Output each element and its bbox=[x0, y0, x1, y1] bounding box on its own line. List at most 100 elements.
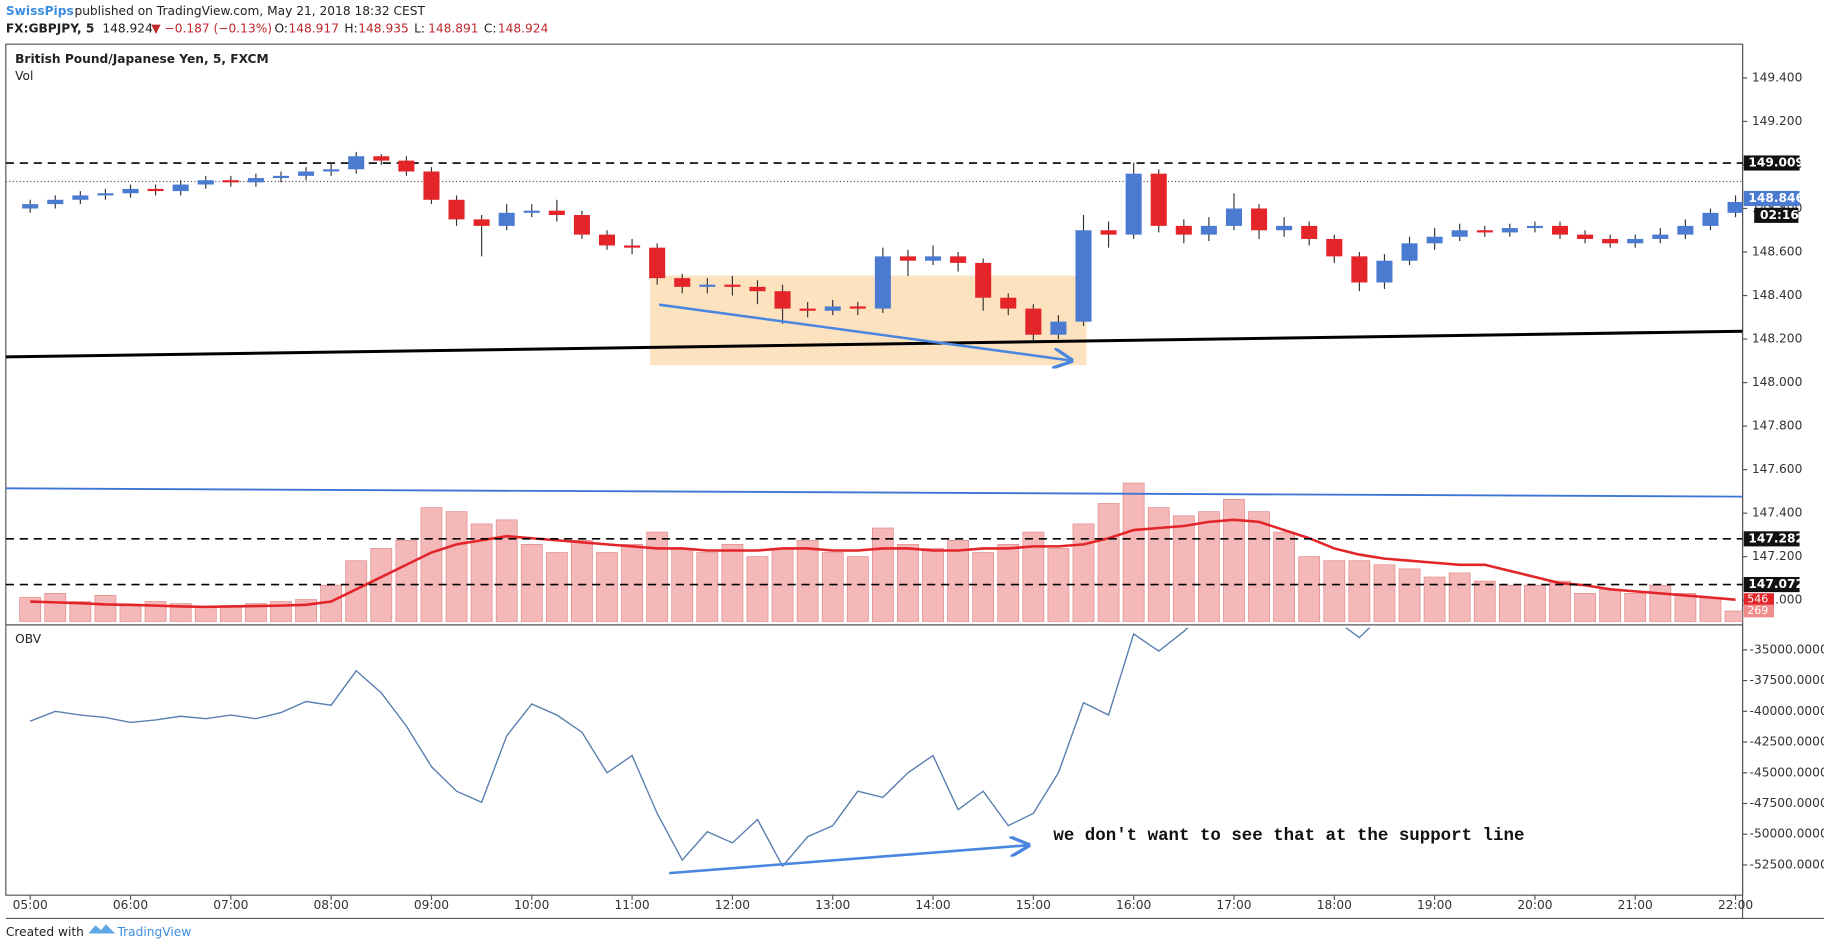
footer-brand[interactable]: TradingView bbox=[116, 925, 191, 939]
candle-body bbox=[1451, 230, 1468, 237]
volume-bar bbox=[1022, 531, 1045, 622]
obv-pane: we don't want to see that at the support… bbox=[29, 627, 1524, 875]
candle-body bbox=[1276, 225, 1293, 231]
candle-body bbox=[674, 278, 691, 287]
candle-body bbox=[824, 306, 841, 311]
volume-bar bbox=[495, 519, 518, 622]
candle-body bbox=[1326, 238, 1343, 257]
trendline bbox=[5, 487, 1743, 498]
candle-body bbox=[950, 256, 967, 263]
volume-bar bbox=[571, 539, 593, 622]
candle-body bbox=[348, 156, 365, 170]
candle-body bbox=[799, 308, 816, 311]
volume-bar bbox=[1649, 584, 1672, 622]
volume-bar bbox=[1549, 580, 1571, 622]
candle-body bbox=[373, 156, 390, 161]
volume-title: Vol bbox=[15, 69, 33, 83]
published: published on TradingView.com, May 21, 20… bbox=[74, 4, 425, 18]
y-tick-label: 149.400 bbox=[1752, 70, 1802, 84]
obv-title: OBV bbox=[15, 632, 42, 646]
candle-body bbox=[1602, 238, 1619, 244]
countdown: 02:16 bbox=[1760, 208, 1799, 222]
volume-bar bbox=[1122, 482, 1145, 622]
price-tag-label: 148.846 bbox=[1748, 191, 1804, 205]
volume-tag-label: 269 bbox=[1747, 604, 1768, 617]
candle-body bbox=[598, 234, 616, 246]
y-tick-label: 147.600 bbox=[1752, 462, 1802, 476]
pane-title: British Pound/Japanese Yen, 5, FXCM bbox=[15, 52, 269, 66]
volume-bar bbox=[947, 539, 969, 622]
y-tick-label: 148.200 bbox=[1752, 332, 1802, 346]
volume-bar bbox=[1624, 593, 1647, 622]
quote-value: 148.891 bbox=[428, 22, 478, 36]
volume-bar bbox=[445, 511, 468, 622]
y-tick-label: 148.600 bbox=[1752, 245, 1802, 259]
price-tag bbox=[1743, 190, 1800, 207]
volume-bar bbox=[520, 544, 543, 622]
candle-body bbox=[323, 169, 340, 172]
candle-body bbox=[1200, 225, 1217, 235]
y-tick-label: -42500.0000 bbox=[1750, 735, 1824, 749]
candle-body bbox=[1125, 173, 1142, 235]
volume-bar bbox=[721, 544, 744, 622]
candle-body bbox=[1075, 230, 1092, 322]
candle-body bbox=[247, 178, 264, 183]
candle-body bbox=[22, 204, 39, 209]
candle-body bbox=[699, 284, 716, 287]
candle-body bbox=[147, 188, 164, 192]
candle-body bbox=[1376, 260, 1393, 283]
volume-bar bbox=[219, 605, 242, 622]
volume-bar bbox=[1248, 511, 1270, 622]
volume-bar bbox=[1473, 580, 1496, 622]
candle-body bbox=[899, 256, 916, 261]
quote: O: 148.917 H: 148.935 L: 148.891 C: 148.924 bbox=[275, 22, 549, 36]
trendline bbox=[5, 329, 1743, 359]
x-tick-label: 22:00 bbox=[1718, 898, 1753, 912]
x-tick-label: 13:00 bbox=[815, 898, 850, 912]
candle-body bbox=[473, 219, 490, 226]
volume-bar bbox=[972, 552, 995, 622]
candle-body bbox=[1677, 225, 1694, 235]
level-tag bbox=[1743, 531, 1800, 547]
quote-value: 148.935 bbox=[358, 22, 408, 36]
level-tag-label: 147.072 bbox=[1748, 577, 1804, 591]
x-tick-label: 19:00 bbox=[1417, 898, 1452, 912]
quote-label: H: bbox=[344, 22, 357, 36]
x-tick-label: 21:00 bbox=[1618, 898, 1653, 912]
volume-bar bbox=[1348, 560, 1371, 622]
candle-body bbox=[724, 284, 741, 287]
volume-bar bbox=[746, 556, 769, 622]
volume-bar bbox=[1524, 584, 1546, 622]
candle-body bbox=[1476, 230, 1493, 233]
volume-bar bbox=[1699, 597, 1722, 622]
volume-bar bbox=[194, 607, 217, 622]
volume-bar bbox=[1574, 593, 1596, 622]
volume-ma-line bbox=[30, 518, 1736, 609]
y-tick-label: -37500.0000 bbox=[1750, 673, 1824, 687]
candle-body bbox=[498, 212, 515, 226]
candle-body bbox=[1727, 201, 1743, 213]
quote-value: 148.924 bbox=[498, 22, 549, 36]
arrow bbox=[658, 303, 1071, 361]
candle-body bbox=[1251, 208, 1268, 231]
annotation: we don't want to see that at the support… bbox=[1053, 826, 1524, 846]
volume-bar bbox=[19, 597, 42, 622]
obv-line bbox=[29, 627, 1371, 868]
candle-body bbox=[1050, 321, 1067, 335]
volume-bar bbox=[69, 601, 92, 622]
author[interactable]: SwissPips bbox=[6, 4, 74, 18]
footer-created: Created with bbox=[6, 925, 84, 939]
x-tick-label: 20:00 bbox=[1517, 898, 1552, 912]
x-tick-label: 11:00 bbox=[614, 898, 649, 912]
price-pane bbox=[5, 151, 1743, 622]
candle-body bbox=[172, 184, 189, 192]
highlight-box bbox=[650, 275, 1087, 366]
volume-bar bbox=[596, 552, 618, 622]
countdown-tag bbox=[1754, 207, 1799, 223]
y-tick-label: 147.400 bbox=[1752, 506, 1802, 520]
candle-body bbox=[624, 245, 641, 248]
x-tick-label: 15:00 bbox=[1016, 898, 1051, 912]
last-price: 148.924 bbox=[102, 22, 153, 36]
candle-body bbox=[1577, 234, 1594, 239]
candle-body bbox=[1652, 234, 1669, 239]
